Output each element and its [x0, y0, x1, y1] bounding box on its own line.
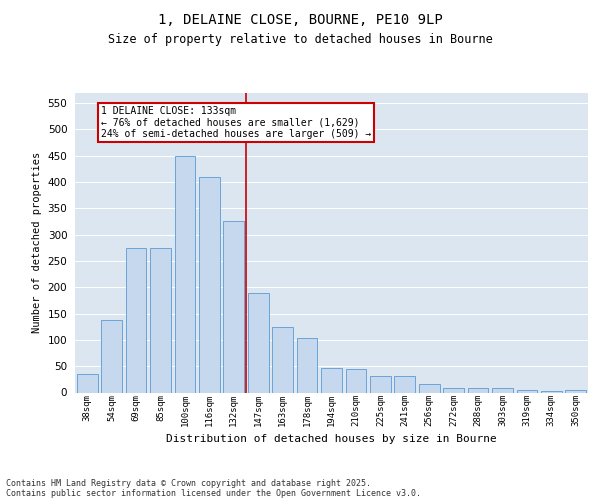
Bar: [565, 390, 586, 392]
Text: 1, DELAINE CLOSE, BOURNE, PE10 9LP: 1, DELAINE CLOSE, BOURNE, PE10 9LP: [158, 12, 442, 26]
Y-axis label: Number of detached properties: Number of detached properties: [32, 152, 42, 333]
Bar: [101, 320, 122, 392]
Bar: [370, 376, 391, 392]
Bar: [272, 326, 293, 392]
Bar: [541, 391, 562, 392]
Bar: [175, 156, 196, 392]
Bar: [248, 292, 269, 392]
Text: Contains public sector information licensed under the Open Government Licence v3: Contains public sector information licen…: [6, 488, 421, 498]
Bar: [467, 388, 488, 392]
Bar: [77, 374, 98, 392]
X-axis label: Distribution of detached houses by size in Bourne: Distribution of detached houses by size …: [166, 434, 497, 444]
Bar: [199, 176, 220, 392]
Text: Size of property relative to detached houses in Bourne: Size of property relative to detached ho…: [107, 32, 493, 46]
Bar: [394, 376, 415, 392]
Bar: [321, 368, 342, 392]
Bar: [150, 248, 171, 392]
Bar: [346, 369, 367, 392]
Bar: [419, 384, 440, 392]
Text: 1 DELAINE CLOSE: 133sqm
← 76% of detached houses are smaller (1,629)
24% of semi: 1 DELAINE CLOSE: 133sqm ← 76% of detache…: [101, 106, 371, 139]
Bar: [296, 338, 317, 392]
Bar: [443, 388, 464, 392]
Text: Contains HM Land Registry data © Crown copyright and database right 2025.: Contains HM Land Registry data © Crown c…: [6, 478, 371, 488]
Bar: [223, 222, 244, 392]
Bar: [125, 248, 146, 392]
Bar: [517, 390, 538, 392]
Bar: [492, 388, 513, 392]
